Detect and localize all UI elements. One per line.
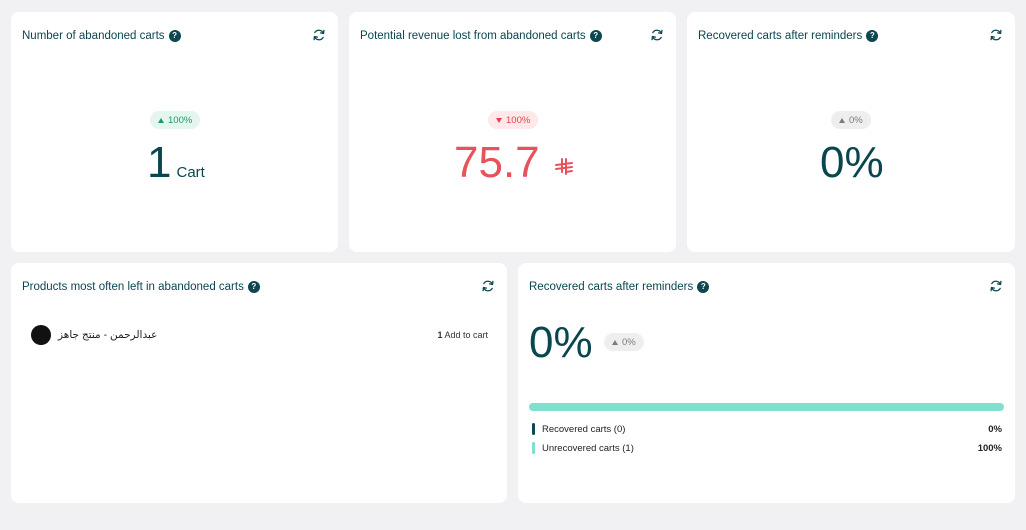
list-item[interactable]: عبدالرحمن - منتج جاهز 1 Add to cart xyxy=(31,325,488,345)
help-icon[interactable]: ? xyxy=(168,30,181,42)
legend-item-unrecovered: Unrecovered carts (1) 100% xyxy=(532,441,1002,455)
recovered-detail-card: Recovered carts after reminders ? 0% 0% … xyxy=(518,263,1015,503)
card-title: Recovered carts after reminders ? xyxy=(698,30,879,42)
card-title: Products most often left in abandoned ca… xyxy=(22,281,260,293)
refresh-icon[interactable] xyxy=(989,28,1003,42)
recovery-progress-bar xyxy=(529,403,1004,411)
help-icon[interactable]: ? xyxy=(697,281,710,293)
abandoned-carts-card: Number of abandoned carts ? 100% 1 Cart xyxy=(11,12,338,252)
card-title: Potential revenue lost from abandoned ca… xyxy=(360,30,602,42)
refresh-icon[interactable] xyxy=(312,28,326,42)
help-icon[interactable]: ? xyxy=(866,30,879,42)
revenue-lost-value: 75.7 xyxy=(454,138,574,188)
recovered-detail-value: 0% xyxy=(529,318,593,367)
change-badge: 100% xyxy=(150,111,201,129)
abandoned-count-value: 1 Cart xyxy=(147,138,205,187)
product-thumbnail xyxy=(31,325,51,345)
arrow-up-icon xyxy=(612,339,618,345)
arrow-up-icon xyxy=(158,117,164,123)
arrow-down-icon xyxy=(496,117,502,123)
legend-item-recovered: Recovered carts (0) 0% xyxy=(532,422,1002,436)
legend-swatch xyxy=(532,423,535,435)
card-title: Recovered carts after reminders ? xyxy=(529,281,710,293)
recovered-value: 0% xyxy=(820,138,884,187)
refresh-icon[interactable] xyxy=(481,279,495,293)
riyal-currency-icon xyxy=(554,158,573,175)
products-card: Products most often left in abandoned ca… xyxy=(11,263,507,503)
legend-swatch xyxy=(532,442,535,454)
refresh-icon[interactable] xyxy=(989,279,1003,293)
change-badge: 0% xyxy=(604,333,644,351)
refresh-icon[interactable] xyxy=(650,28,664,42)
change-badge: 100% xyxy=(488,111,539,129)
recovered-carts-card: Recovered carts after reminders ? 0% 0% xyxy=(687,12,1015,252)
change-badge: 0% xyxy=(831,111,871,129)
arrow-up-icon xyxy=(839,117,845,123)
revenue-lost-card: Potential revenue lost from abandoned ca… xyxy=(349,12,676,252)
help-icon[interactable]: ? xyxy=(589,30,602,42)
card-title: Number of abandoned carts ? xyxy=(22,30,181,42)
help-icon[interactable]: ? xyxy=(247,281,260,293)
